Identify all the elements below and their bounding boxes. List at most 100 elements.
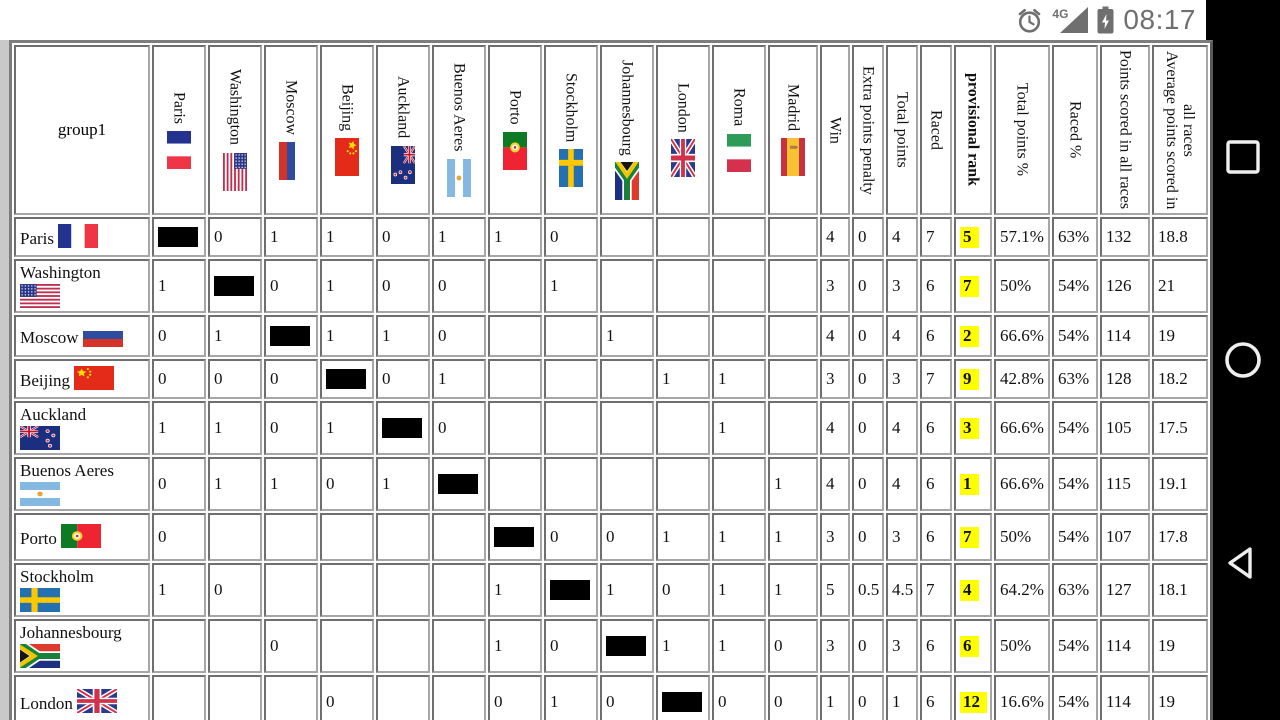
- result-cell-moscow-vs-london: [656, 315, 710, 357]
- column-header-total_pct: Total points %: [994, 45, 1050, 215]
- avg_points-value: 18.1: [1158, 580, 1188, 599]
- result-value: 1: [774, 474, 783, 493]
- result-cell-buenos-aeres-vs-porto: [488, 457, 542, 511]
- recents-button[interactable]: [1224, 138, 1262, 181]
- result-cell-auckland-vs-london: [656, 401, 710, 455]
- win-value: 3: [826, 636, 835, 655]
- total_pct-cell: 50%: [994, 513, 1050, 561]
- result-value: 1: [382, 474, 391, 493]
- points_all-cell: 105: [1100, 401, 1150, 455]
- result-cell-porto-vs-auckland: [376, 513, 430, 561]
- points_all-cell: 114: [1100, 619, 1150, 673]
- back-button[interactable]: [1224, 543, 1262, 588]
- result-cell-buenos-aeres-vs-madrid: 1: [768, 457, 818, 511]
- total_points-value: 4: [892, 326, 901, 345]
- result-cell-moscow-vs-moscow: [264, 315, 318, 357]
- result-cell-paris-vs-stockholm: 0: [544, 217, 598, 257]
- result-cell-beijing-vs-paris: 0: [152, 359, 206, 399]
- result-cell-johannesbourg-vs-auckland: [376, 619, 430, 673]
- win-value: 4: [826, 474, 835, 493]
- column-header-buenos_aeres: Buenos Aeres: [432, 45, 486, 215]
- result-cell-london-vs-roma: 0: [712, 675, 766, 720]
- result-value: 0: [382, 369, 391, 388]
- win-cell: 1: [820, 675, 850, 720]
- extra-cell: 0: [852, 259, 884, 313]
- total_points-value: 4: [892, 227, 901, 246]
- result-value: 1: [270, 227, 279, 246]
- total_points-value: 3: [892, 276, 901, 295]
- result-cell-auckland-vs-paris: 1: [152, 401, 206, 455]
- result-value: 1: [438, 227, 447, 246]
- table-row-auckland: Auckland 1 1 0 1 0 1 4 0 4 6 3 66.6% 54% 105 17.5: [14, 401, 1208, 455]
- result-cell-stockholm-vs-madrid: 1: [768, 563, 818, 617]
- avg_points-value: 18.2: [1158, 369, 1188, 388]
- result-cell-beijing-vs-auckland: 0: [376, 359, 430, 399]
- result-value: 0: [606, 692, 615, 711]
- extra-cell: 0: [852, 401, 884, 455]
- total_points-cell: 4.5: [886, 563, 918, 617]
- result-cell-stockholm-vs-stockholm: [544, 563, 598, 617]
- points_all-cell: 126: [1100, 259, 1150, 313]
- result-cell-paris-vs-beijing: 1: [320, 217, 374, 257]
- avg_points-cell: 17.8: [1152, 513, 1208, 561]
- column-header-label: London: [674, 82, 692, 133]
- result-value: 1: [662, 527, 671, 546]
- nz-flag-icon: [20, 425, 60, 450]
- result-cell-johannesbourg-vs-beijing: [320, 619, 374, 673]
- result-value: 0: [382, 276, 391, 295]
- result-cell-johannesbourg-vs-madrid: 0: [768, 619, 818, 673]
- points_all-value: 114: [1106, 636, 1131, 655]
- raced_pct-cell: 54%: [1052, 259, 1098, 313]
- points_all-cell: 114: [1100, 675, 1150, 720]
- column-header-label: Buenos Aeres: [450, 63, 468, 152]
- result-cell-london-vs-moscow: [264, 675, 318, 720]
- cn-flag-icon: [74, 366, 115, 391]
- total_pct-cell: 66.6%: [994, 315, 1050, 357]
- column-header-moscow: Moscow: [264, 45, 318, 215]
- result-cell-porto-vs-johannesbourg: 0: [600, 513, 654, 561]
- home-button[interactable]: [1223, 340, 1263, 385]
- result-value: 1: [494, 636, 503, 655]
- extra-cell: 0: [852, 359, 884, 399]
- result-value: 1: [158, 580, 167, 599]
- total_points-cell: 4: [886, 401, 918, 455]
- total_pct-cell: 66.6%: [994, 401, 1050, 455]
- result-cell-buenos-aeres-vs-washington: 1: [208, 457, 262, 511]
- result-value: 0: [270, 369, 279, 388]
- self-match-block: [438, 474, 478, 494]
- result-value: 1: [326, 326, 335, 345]
- result-cell-auckland-vs-madrid: [768, 401, 818, 455]
- column-header-label: Auckland: [394, 76, 412, 139]
- result-cell-buenos-aeres-vs-london: [656, 457, 710, 511]
- raced_pct-cell: 54%: [1052, 675, 1098, 720]
- network-type-label: 4G: [1052, 7, 1069, 21]
- it-flag-icon: [727, 133, 751, 172]
- result-cell-washington-vs-moscow: 0: [264, 259, 318, 313]
- result-cell-auckland-vs-johannesbourg: [600, 401, 654, 455]
- ru-flag-icon: [82, 323, 123, 348]
- raced_pct-value: 63%: [1058, 227, 1090, 246]
- result-cell-washington-vs-washington: [208, 259, 262, 313]
- column-header-label: provisional rank: [964, 73, 982, 187]
- result-cell-auckland-vs-moscow: 0: [264, 401, 318, 455]
- result-cell-auckland-vs-washington: 1: [208, 401, 262, 455]
- result-cell-buenos-aeres-vs-moscow: 1: [264, 457, 318, 511]
- raced-value: 6: [926, 527, 935, 546]
- result-cell-johannesbourg-vs-london: 1: [656, 619, 710, 673]
- column-header-raced: Raced: [920, 45, 952, 215]
- total_points-cell: 3: [886, 359, 918, 399]
- result-cell-moscow-vs-roma: [712, 315, 766, 357]
- raced-value: 6: [926, 474, 935, 493]
- rank-value: 6: [960, 635, 979, 657]
- result-cell-london-vs-beijing: 0: [320, 675, 374, 720]
- nz-flag-icon: [391, 145, 415, 184]
- win-value: 3: [826, 527, 835, 546]
- column-header-label: Roma: [730, 88, 748, 127]
- column-header-porto: Porto: [488, 45, 542, 215]
- extra-value: 0: [858, 369, 867, 388]
- avg_points-value: 17.8: [1158, 527, 1188, 546]
- rank-cell: 2: [954, 315, 992, 357]
- city-name: Moscow: [20, 328, 79, 348]
- result-value: 1: [494, 227, 503, 246]
- avg_points-value: 19: [1158, 636, 1175, 655]
